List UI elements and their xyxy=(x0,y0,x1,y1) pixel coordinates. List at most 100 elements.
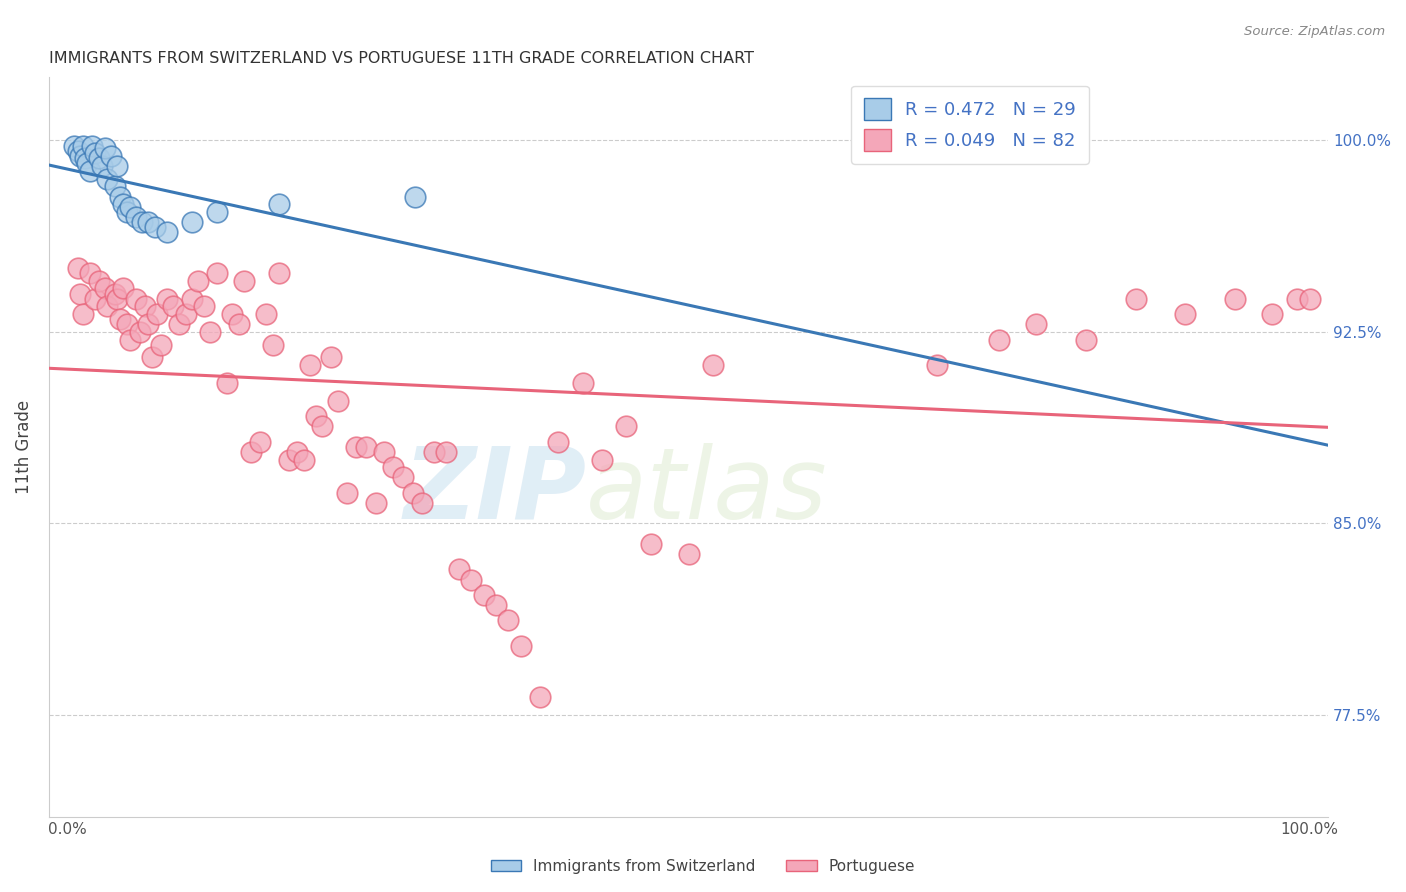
Legend: Immigrants from Switzerland, Portuguese: Immigrants from Switzerland, Portuguese xyxy=(485,853,921,880)
Text: IMMIGRANTS FROM SWITZERLAND VS PORTUGUESE 11TH GRADE CORRELATION CHART: IMMIGRANTS FROM SWITZERLAND VS PORTUGUES… xyxy=(49,51,754,66)
Point xyxy=(105,159,128,173)
Point xyxy=(277,452,299,467)
Point xyxy=(460,573,482,587)
Point xyxy=(187,274,209,288)
Point xyxy=(373,445,395,459)
Point xyxy=(423,445,446,459)
Point xyxy=(141,351,163,365)
Point xyxy=(228,317,250,331)
Point xyxy=(131,215,153,229)
Point xyxy=(1223,292,1246,306)
Point xyxy=(221,307,243,321)
Point xyxy=(156,292,179,306)
Point xyxy=(149,337,172,351)
Point xyxy=(572,376,595,390)
Point xyxy=(262,337,284,351)
Point xyxy=(136,317,159,331)
Point xyxy=(108,189,131,203)
Point xyxy=(125,210,148,224)
Point xyxy=(104,286,127,301)
Point xyxy=(169,317,191,331)
Point xyxy=(79,164,101,178)
Point xyxy=(118,333,141,347)
Point xyxy=(1261,307,1284,321)
Point xyxy=(292,452,315,467)
Point xyxy=(434,445,457,459)
Point xyxy=(336,485,359,500)
Point xyxy=(125,292,148,306)
Point xyxy=(1074,333,1097,347)
Point xyxy=(311,419,333,434)
Point xyxy=(485,598,508,612)
Point xyxy=(925,358,948,372)
Point xyxy=(205,205,228,219)
Point xyxy=(112,197,135,211)
Point xyxy=(328,393,350,408)
Point xyxy=(193,299,215,313)
Point xyxy=(498,614,520,628)
Point xyxy=(205,266,228,280)
Point xyxy=(254,307,277,321)
Point xyxy=(267,197,290,211)
Point xyxy=(69,286,91,301)
Point xyxy=(233,274,256,288)
Point xyxy=(96,299,118,313)
Point xyxy=(354,440,377,454)
Point xyxy=(79,266,101,280)
Point xyxy=(115,317,138,331)
Point xyxy=(200,325,222,339)
Point xyxy=(344,440,367,454)
Point xyxy=(94,281,117,295)
Point xyxy=(267,266,290,280)
Point xyxy=(472,588,495,602)
Point xyxy=(616,419,638,434)
Point xyxy=(404,189,426,203)
Point xyxy=(447,562,470,576)
Point xyxy=(298,358,321,372)
Y-axis label: 11th Grade: 11th Grade xyxy=(15,400,32,494)
Point xyxy=(249,434,271,449)
Point xyxy=(91,159,114,173)
Point xyxy=(411,496,433,510)
Text: Source: ZipAtlas.com: Source: ZipAtlas.com xyxy=(1244,25,1385,38)
Point xyxy=(1174,307,1197,321)
Point xyxy=(364,496,387,510)
Point xyxy=(96,171,118,186)
Point xyxy=(392,470,415,484)
Point xyxy=(988,333,1011,347)
Point xyxy=(180,215,202,229)
Point xyxy=(678,547,700,561)
Point xyxy=(69,149,91,163)
Point xyxy=(162,299,184,313)
Point xyxy=(146,307,169,321)
Point xyxy=(136,215,159,229)
Point xyxy=(82,138,104,153)
Text: atlas: atlas xyxy=(586,442,828,540)
Point xyxy=(134,299,156,313)
Point xyxy=(104,179,127,194)
Point xyxy=(319,351,342,365)
Point xyxy=(108,312,131,326)
Text: ZIP: ZIP xyxy=(404,442,586,540)
Point xyxy=(215,376,238,390)
Point xyxy=(640,537,662,551)
Point xyxy=(180,292,202,306)
Point xyxy=(115,205,138,219)
Point xyxy=(84,146,107,161)
Point xyxy=(143,220,166,235)
Point xyxy=(702,358,724,372)
Point xyxy=(76,156,98,170)
Point xyxy=(84,292,107,306)
Point xyxy=(174,307,197,321)
Point xyxy=(73,151,96,165)
Point xyxy=(240,445,263,459)
Point xyxy=(87,151,110,165)
Point xyxy=(402,485,425,500)
Point xyxy=(1298,292,1320,306)
Point xyxy=(509,639,531,653)
Point xyxy=(285,445,308,459)
Point xyxy=(66,144,89,158)
Point xyxy=(591,452,613,467)
Point xyxy=(156,225,179,239)
Point xyxy=(100,149,122,163)
